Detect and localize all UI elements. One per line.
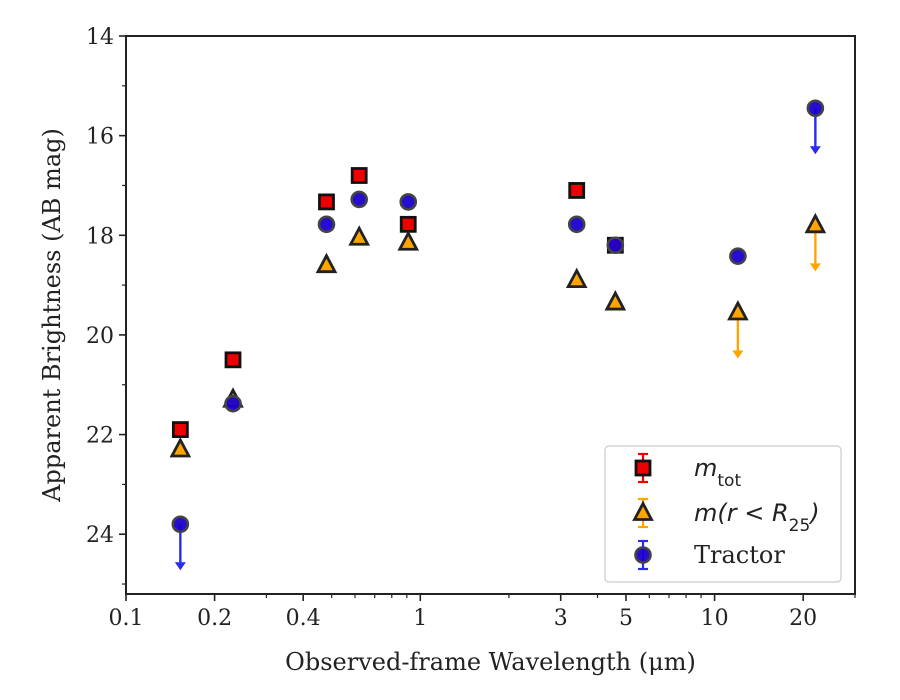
point-mtot	[224, 351, 242, 369]
point-tractor	[567, 215, 586, 234]
upper-limit-head	[174, 562, 186, 571]
upper-limit-head	[809, 146, 821, 155]
series-mtot	[171, 167, 624, 438]
legend-entry-mtot: mtot	[634, 452, 741, 491]
point-tractor	[350, 190, 368, 209]
y-tick-label: 14	[86, 25, 114, 50]
point-mtot	[171, 421, 189, 438]
point-mtot	[318, 193, 335, 211]
point-tractor	[606, 236, 625, 255]
upper-limit-head	[809, 263, 821, 272]
data-marks	[169, 99, 827, 571]
legend-marker-tractor	[634, 546, 652, 564]
y-tick-label: 20	[86, 324, 114, 349]
point-tractor	[399, 193, 418, 211]
legend-label-mr25: m(r < R25)	[694, 499, 820, 536]
legend-label-mtot: mtot	[694, 454, 741, 491]
series-mr25	[169, 212, 827, 458]
legend-label-tractor: Tractor	[694, 541, 785, 569]
point-mr25	[604, 290, 627, 311]
x-tick-label: 1	[413, 606, 427, 631]
series-tractor	[171, 99, 825, 571]
legend-marker-mtot	[634, 459, 652, 477]
point-mr25	[804, 212, 827, 234]
x-axis-label: Observed-frame Wavelength (μm)	[285, 648, 696, 676]
x-tick-label: 0.2	[197, 606, 232, 631]
x-tick-label: 0.1	[109, 606, 144, 631]
y-tick-label: 16	[86, 125, 114, 150]
x-tick-label: 5	[619, 606, 633, 631]
point-mr25	[169, 437, 192, 458]
y-tick-label: 18	[86, 224, 114, 249]
x-tick-label: 3	[554, 606, 568, 631]
plot-frame	[125, 35, 856, 595]
legend-box	[604, 445, 842, 583]
point-mr25	[348, 225, 371, 246]
point-mtot	[399, 215, 417, 233]
point-tractor	[224, 394, 242, 413]
upper-limit-head	[732, 350, 744, 359]
point-mtot	[568, 182, 586, 199]
x-tick-label: 0.4	[286, 606, 321, 631]
y-tick-label: 22	[86, 424, 114, 449]
y-tick-label: 24	[86, 523, 114, 548]
x-tick-label: 20	[789, 606, 817, 631]
point-tractor	[729, 247, 747, 266]
legend: mtot m(r < R25) Tractor	[604, 445, 842, 583]
legend-marker-mr25	[632, 500, 654, 521]
point-mr25	[397, 230, 420, 251]
point-mr25	[727, 300, 749, 321]
point-tractor	[806, 99, 825, 118]
point-tractor	[317, 215, 336, 234]
point-mtot	[350, 167, 368, 184]
axes: 0.1 0.2 0.4 1 3 5 10 20 14 16 18 20 22 24	[86, 25, 856, 631]
legend-entry-tractor: Tractor	[634, 539, 785, 571]
legend-entry-mr25: m(r < R25)	[632, 497, 820, 536]
x-tick-label: 10	[701, 606, 729, 631]
point-mr25	[315, 252, 338, 274]
point-tractor	[171, 515, 190, 534]
y-axis-label: Apparent Brightness (AB mag)	[38, 128, 66, 503]
point-mr25	[565, 267, 588, 289]
